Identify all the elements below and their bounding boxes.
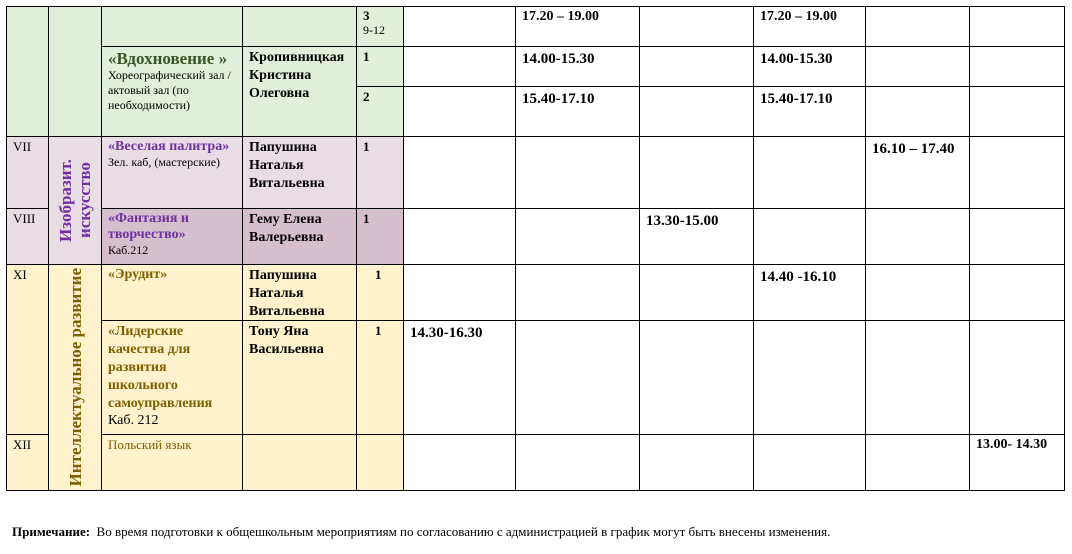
- time-cell: [403, 264, 516, 321]
- groups-cell: 1: [356, 46, 404, 87]
- num-cell: VIII: [6, 208, 49, 265]
- club-cell: [101, 6, 243, 47]
- time-cell: [969, 86, 1065, 137]
- time-cell: [865, 320, 970, 435]
- time-cell: [639, 6, 754, 47]
- time-cell: [403, 136, 516, 209]
- time-cell: [639, 46, 754, 87]
- num-cell: XII: [6, 434, 49, 491]
- time-cell: 15.40-17.10: [753, 86, 866, 137]
- groups-cell: 1: [356, 208, 404, 265]
- time-cell: 13.00- 14.30: [969, 434, 1065, 491]
- time-cell: [865, 434, 970, 491]
- time-cell: [515, 264, 640, 321]
- time-cell: [403, 208, 516, 265]
- time-cell: 14.30-16.30: [403, 320, 516, 435]
- time-cell: [515, 208, 640, 265]
- time-cell: [969, 6, 1065, 47]
- time-cell: [403, 86, 516, 137]
- club-cell: «Фантазия и творчество» Каб.212: [101, 208, 243, 265]
- groups-cell: 1: [356, 264, 404, 321]
- num-cell: [6, 6, 49, 137]
- category-cell: [48, 6, 102, 137]
- groups-cell: 2: [356, 86, 404, 137]
- club-cell: Польский язык: [101, 434, 243, 491]
- time-cell: [639, 434, 754, 491]
- groups-cell: 1: [356, 320, 404, 435]
- time-cell: [969, 136, 1065, 209]
- time-cell: 14.40 -16.10: [753, 264, 866, 321]
- note: Примечание: Во время подготовки к общешк…: [12, 524, 831, 539]
- club-vdokhnovenie: «Вдохновение » Хореографический зал / акт…: [101, 46, 243, 137]
- teacher-cell: Гему Елена Валерьевна: [242, 208, 357, 265]
- time-cell: [639, 320, 754, 435]
- time-cell: [753, 208, 866, 265]
- time-cell: 14.00-15.30: [753, 46, 866, 87]
- time-cell: 15.40-17.10: [515, 86, 640, 137]
- time-cell: [515, 320, 640, 435]
- club-cell: «Веселая палитра» Зел. каб, (мастерские): [101, 136, 243, 209]
- teacher-cell: Папушина Наталья Витальевна: [242, 264, 357, 321]
- club-cell: «Эрудит»: [101, 264, 243, 321]
- time-cell: [403, 46, 516, 87]
- time-cell: [639, 264, 754, 321]
- time-cell: [865, 208, 970, 265]
- groups-cell: [356, 434, 404, 491]
- teacher-cell: Папушина Наталья Витальевна: [242, 136, 357, 209]
- teacher-cell: [242, 6, 357, 47]
- groups-cell: 3 9-12: [356, 6, 404, 47]
- time-cell: 14.00-15.30: [515, 46, 640, 87]
- time-cell: [865, 46, 970, 87]
- teacher-cell: [242, 434, 357, 491]
- time-cell: [515, 434, 640, 491]
- time-cell: 17.20 – 19.00: [515, 6, 640, 47]
- time-cell: [753, 136, 866, 209]
- category-intel: Интеллектуальное развитие: [48, 264, 102, 491]
- time-cell: 13.30-15.00: [639, 208, 754, 265]
- time-cell: [865, 86, 970, 137]
- teacher-cell: Тону Яна Васильевна: [242, 320, 357, 435]
- time-cell: 17.20 – 19.00: [753, 6, 866, 47]
- num-cell: XI: [6, 264, 49, 435]
- time-cell: [969, 208, 1065, 265]
- category-art: Изобразит. искусство: [48, 136, 102, 265]
- time-cell: [515, 136, 640, 209]
- time-cell: [969, 46, 1065, 87]
- time-cell: 16.10 – 17.40: [865, 136, 970, 209]
- num-cell: VII: [6, 136, 49, 209]
- time-cell: [403, 6, 516, 47]
- time-cell: [865, 264, 970, 321]
- time-cell: [969, 264, 1065, 321]
- time-cell: [403, 434, 516, 491]
- time-cell: [753, 434, 866, 491]
- teacher-cell: Кропивницкая Кристина Олеговна: [242, 46, 357, 137]
- time-cell: [639, 86, 754, 137]
- time-cell: [865, 6, 970, 47]
- time-cell: [753, 320, 866, 435]
- time-cell: [639, 136, 754, 209]
- groups-cell: 1: [356, 136, 404, 209]
- time-cell: [969, 320, 1065, 435]
- club-cell: «Лидерские качества для развития школьно…: [101, 320, 243, 435]
